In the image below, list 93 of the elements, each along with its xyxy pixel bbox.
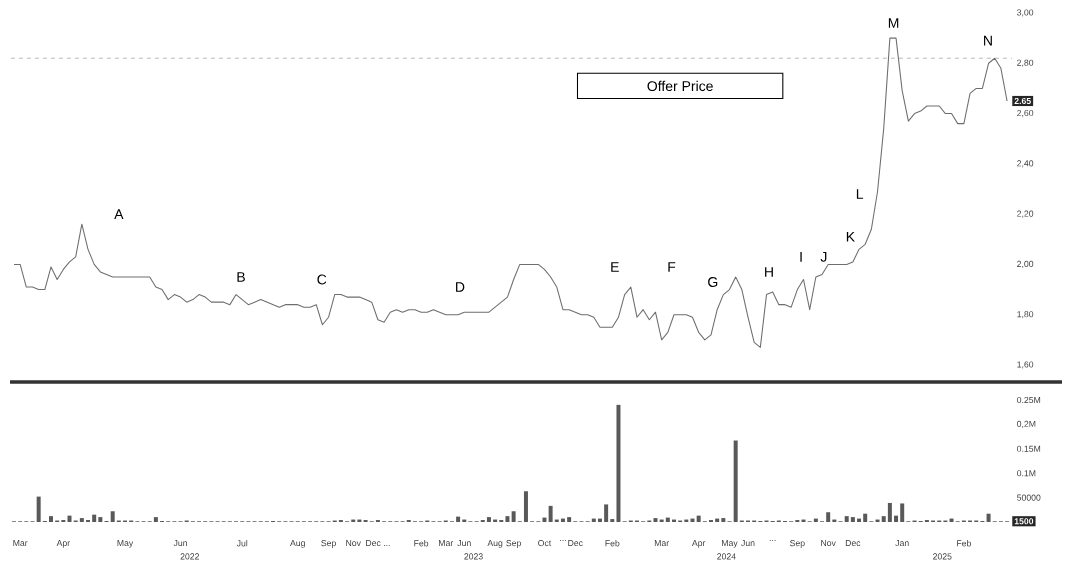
- bar: [850, 517, 855, 522]
- text: 2024: [717, 553, 736, 560]
- y-tick-label: 2,00: [1017, 260, 1034, 268]
- annotation: I: [800, 252, 802, 262]
- bar: [844, 516, 849, 522]
- y-tick-label: 2,40: [1017, 160, 1034, 168]
- ref-line-label: Offer Price: [647, 80, 713, 92]
- x-tick-label: Feb: [605, 540, 620, 547]
- annotation: M: [888, 18, 899, 28]
- x-tick-label: Apr: [691, 540, 706, 548]
- bar: [900, 503, 905, 522]
- bar: [887, 502, 892, 522]
- bar: [548, 505, 553, 522]
- bar: [36, 496, 41, 522]
- x-tick-label: Jun: [457, 540, 471, 547]
- x-tick-label: Mar: [654, 540, 669, 547]
- annotation: N: [984, 35, 992, 46]
- bar: [696, 515, 701, 522]
- x-tick-label: Feb: [414, 540, 429, 547]
- annotation: H: [765, 267, 773, 277]
- bar: [863, 513, 868, 522]
- x-tick-label: Apr: [56, 540, 70, 548]
- annotation: B: [237, 272, 245, 282]
- y-tick-label: 0.15M: [1017, 445, 1041, 452]
- bar: [98, 517, 103, 522]
- y-tick-label: 1,80: [1017, 311, 1034, 319]
- y-tick-label: 0,2M: [1017, 420, 1036, 428]
- x-tick-label: Dec: [845, 540, 861, 547]
- x-tick-label: Jan: [895, 540, 909, 547]
- bar: [505, 516, 510, 522]
- x-tick-label: Aug: [487, 540, 503, 548]
- y-tick-label: 2,60: [1017, 109, 1034, 118]
- x-tick-label: Jun: [173, 540, 187, 547]
- text: 2025: [933, 553, 952, 560]
- bar: [567, 517, 572, 522]
- y-tick-label: 2,80: [1017, 59, 1034, 67]
- annotation: E: [611, 262, 619, 272]
- bar: [986, 513, 991, 522]
- bar: [826, 512, 831, 522]
- bar: [881, 516, 886, 522]
- x-tick-label: Mar: [13, 540, 28, 547]
- x-tick-label: May: [722, 540, 738, 548]
- x-tick-label: Sep: [790, 540, 805, 548]
- y-tick-label: 50000: [1017, 494, 1041, 501]
- bar: [153, 517, 158, 522]
- y-tick-label: 1,60: [1017, 361, 1034, 369]
- x-tick-label: Oct: [538, 540, 552, 547]
- x-tick-label: Feb: [957, 540, 971, 547]
- y-tick-label: 0.25M: [1017, 396, 1041, 404]
- bar: [523, 491, 528, 522]
- bar: [616, 404, 621, 522]
- bar: [511, 511, 516, 522]
- text: 2023: [464, 553, 483, 560]
- annotation: G: [708, 277, 718, 287]
- annotation: A: [114, 209, 124, 219]
- annotation: D: [456, 282, 465, 292]
- bar: [92, 514, 97, 522]
- bar: [721, 518, 726, 522]
- bar: [49, 516, 54, 522]
- x-tick-label: ...: [769, 540, 776, 541]
- x-tick-label: Aug: [290, 540, 305, 548]
- x-tick-label: Sep: [506, 540, 521, 548]
- x-tick-label: Dec: [568, 540, 583, 547]
- annotation: 2.65: [1014, 97, 1031, 105]
- bar: [604, 504, 609, 522]
- x-tick-label: Sep: [321, 540, 336, 548]
- bar: [486, 517, 491, 522]
- bar: [67, 515, 72, 522]
- annotation: 1500: [1014, 518, 1034, 525]
- bar: [733, 440, 738, 522]
- text: 2022: [180, 553, 199, 560]
- annotation: J: [820, 252, 827, 262]
- x-tick-label: May: [117, 540, 134, 548]
- annotation: L: [856, 189, 864, 199]
- x-tick-label: Nov: [346, 540, 361, 547]
- y-tick-label: 3,00: [1017, 9, 1034, 17]
- x-tick-label: ...: [560, 540, 566, 541]
- bar: [653, 518, 658, 522]
- x-tick-label: Jun: [741, 540, 755, 547]
- y-tick-label: 2,20: [1017, 210, 1034, 218]
- annotation: K: [846, 231, 855, 242]
- x-tick-label: Jul: [236, 540, 248, 547]
- annotation: C: [317, 274, 327, 285]
- x-tick-label: Dec ...: [366, 540, 390, 547]
- y-tick-label: 0.1M: [1017, 470, 1036, 477]
- bar: [894, 515, 899, 522]
- bar: [610, 519, 615, 522]
- annotation: F: [668, 262, 676, 272]
- bar: [79, 518, 84, 522]
- x-tick-label: Nov: [821, 540, 836, 547]
- x-tick-label: Mar: [439, 540, 454, 547]
- bar: [110, 511, 115, 522]
- bar: [456, 516, 461, 522]
